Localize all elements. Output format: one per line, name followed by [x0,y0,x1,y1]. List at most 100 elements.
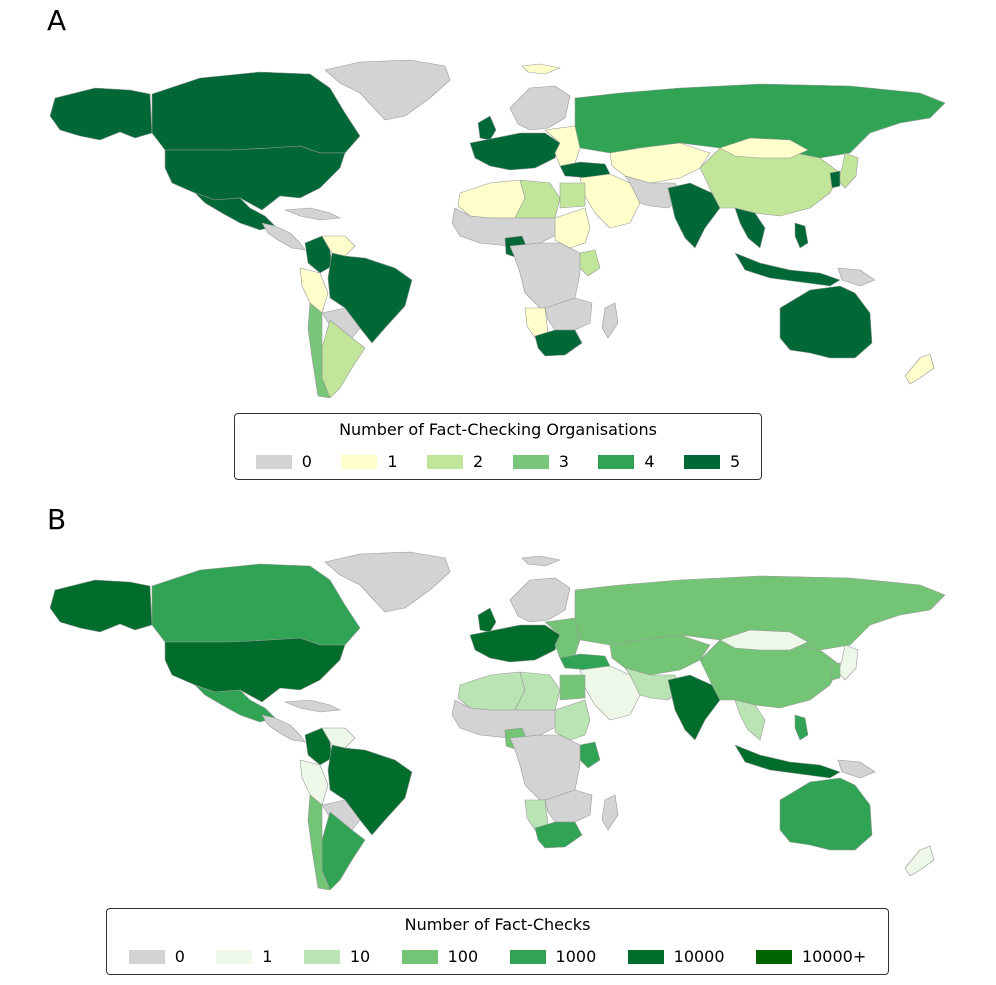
region-uk [477,607,497,633]
legend-item: 100 [401,947,479,966]
region-scandinavia [509,577,571,623]
region-kenya [579,249,601,277]
region-iceland [521,555,561,567]
legend-label: 4 [644,452,655,471]
region-iran-afg [624,175,683,209]
region-central-america [261,222,306,251]
region-brazil [327,744,413,836]
legend-swatch [627,949,664,964]
panel-label-a: A [47,4,67,37]
region-sahel [451,699,561,739]
legend-item: 10000+ [755,947,867,966]
region-alaska [49,579,153,633]
region-png [837,759,876,779]
legend-item: 0 [255,452,312,471]
region-australia [779,777,873,851]
region-south-africa [534,329,583,357]
region-middle-east [579,665,641,721]
legend-label: 10000 [673,947,725,966]
region-venezuela [321,727,356,749]
region-greenland [324,551,451,613]
region-madagascar [601,794,619,831]
legend-label: 3 [558,452,569,471]
legend-label: 5 [730,452,741,471]
legend-item: 3 [512,452,569,471]
legend-swatch [509,949,546,964]
region-scandinavia [509,85,571,131]
world-map-b [49,551,946,890]
legend-item: 10 [303,947,370,966]
legend-b-title: Number of Fact-Checks [404,915,591,934]
region-mongolia [719,137,809,159]
legend-swatch [216,949,253,964]
region-philippines [794,714,809,741]
region-argentina [321,811,366,890]
legend-b: Number of Fact-Checks 0 1 10 100 1000 10000 10… [106,908,889,975]
region-indonesia [734,744,841,779]
region-japan [837,152,859,189]
region-japan [837,644,859,681]
legend-swatch [512,454,549,469]
legend-item: 4 [598,452,655,471]
legend-swatch [427,454,464,469]
region-nz [904,353,935,385]
region-uk [477,115,497,141]
region-australia [779,285,873,359]
legend-swatch [303,949,340,964]
legend-item: 10000 [627,947,725,966]
region-philippines [794,222,809,249]
region-indonesia [734,252,841,287]
region-iceland [521,63,561,75]
region-madagascar [601,302,619,339]
region-sahel [451,207,561,247]
region-alaska [49,87,153,141]
legend-label: 100 [447,947,479,966]
region-west-europe [469,132,561,171]
legend-item: 0 [128,947,185,966]
legend-a-items: 0 1 2 3 4 5 [235,452,761,471]
region-kazakhstan-central [609,634,711,676]
region-usa [164,637,346,703]
region-sea-mainland [734,699,766,741]
region-kenya [579,741,601,769]
region-india [667,182,721,249]
region-central-africa [509,242,581,309]
panel-label-b: B [47,503,67,536]
region-greenland [324,59,451,121]
region-chile [307,302,331,398]
region-southern-africa [544,789,593,823]
legend-label: 2 [473,452,484,471]
region-korea [829,170,841,189]
region-north-africa-w [457,671,526,711]
legend-a-title: Number of Fact-Checking Organisations [339,420,657,439]
region-mongolia [719,629,809,651]
region-egypt [559,182,586,209]
legend-swatch [341,454,378,469]
region-north-africa-w [457,179,526,219]
region-central-america [261,714,306,743]
legend-label: 0 [301,452,312,471]
legend-swatch [598,454,635,469]
legend-swatch [128,949,165,964]
legend-label: 1 [262,947,273,966]
region-central-africa [509,734,581,801]
region-chile [307,794,331,890]
region-png [837,267,876,287]
region-nz [904,845,935,877]
region-canada [151,563,361,646]
region-india [667,674,721,741]
legend-swatch [401,949,438,964]
region-sea-mainland [734,207,766,249]
legend-swatch [255,454,292,469]
region-argentina [321,319,366,398]
region-iran-afg [624,667,683,701]
legend-item: 1 [341,452,398,471]
region-venezuela [321,235,356,257]
legend-label: 10000+ [801,947,867,966]
region-caribbean [284,207,341,221]
legend-b-items: 0 1 10 100 1000 10000 10000+ [107,947,888,966]
legend-item: 5 [684,452,740,471]
region-sudan [554,207,591,249]
region-middle-east [579,173,641,229]
region-sudan [554,699,591,741]
